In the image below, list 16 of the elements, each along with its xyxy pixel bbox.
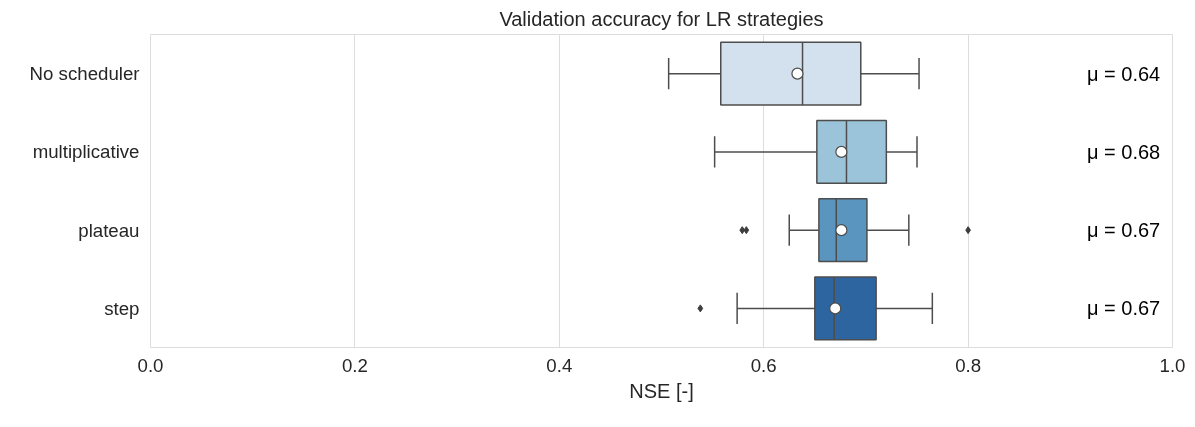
x-tick-label: 0.8 [955, 354, 982, 376]
annotation: μ = 0.67 [1086, 297, 1161, 320]
x-tick-label: 1.0 [1159, 354, 1186, 376]
y-tick-label: multiplicative [32, 141, 140, 163]
x-tick-label: 0.0 [137, 354, 164, 376]
y-tick-label: step [104, 297, 140, 319]
annotation: μ = 0.64 [1086, 62, 1161, 85]
annotation: μ = 0.68 [1086, 140, 1161, 163]
chart-title: Validation accuracy for LR strategies [499, 7, 824, 30]
x-tick-label: 0.4 [546, 354, 573, 376]
y-tick-label: plateau [78, 219, 140, 241]
annotation: μ = 0.67 [1086, 219, 1161, 242]
x-axis-title: NSE [-] [629, 379, 694, 402]
y-tick-label: No scheduler [29, 63, 140, 85]
x-tick-label: 0.2 [341, 354, 368, 376]
x-tick-label: 0.6 [750, 354, 777, 376]
